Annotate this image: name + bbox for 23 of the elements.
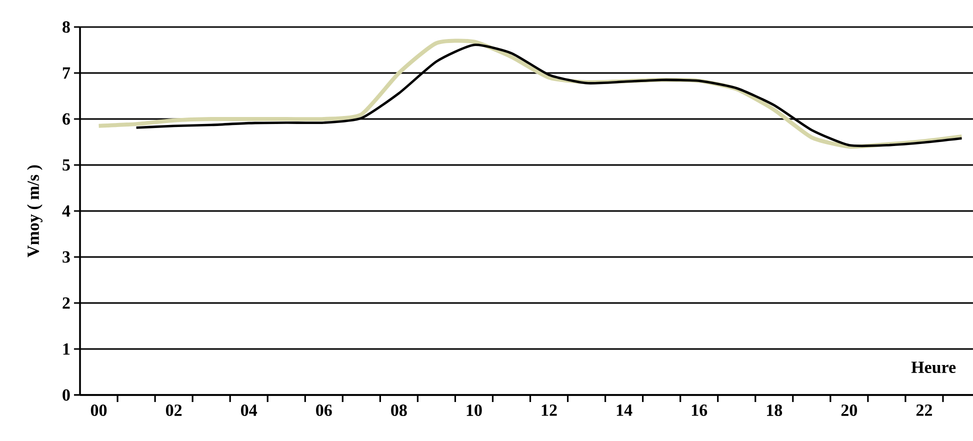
x-tick-label: 16: [692, 404, 708, 416]
x-tick-label: 00: [90, 404, 107, 416]
y-tick-label: 6: [62, 113, 70, 125]
x-tick-label: 08: [391, 404, 407, 416]
x-tick-label: 10: [466, 404, 482, 416]
x-tick-label: 06: [316, 404, 332, 416]
y-tick-label: 0: [62, 389, 70, 401]
x-tick-label: 20: [841, 404, 858, 416]
y-tick-label: 5: [62, 159, 70, 171]
x-tick-label: 02: [166, 404, 182, 416]
x-tick-label: 18: [767, 404, 782, 416]
x-tick-label: 12: [542, 404, 557, 416]
y-tick-label: 3: [62, 251, 70, 263]
y-tick-label: 8: [62, 21, 70, 33]
y-tick-label: 2: [62, 297, 70, 309]
y-tick-label: 4: [62, 205, 70, 217]
x-axis-title: Heure: [911, 362, 956, 374]
y-axis-title: Vmoy ( m/s ): [27, 165, 42, 258]
x-tick-label: 22: [916, 404, 932, 416]
x-tick-label: 04: [241, 404, 258, 416]
x-tick-label: 14: [616, 404, 632, 416]
y-tick-label: 7: [62, 67, 70, 79]
y-tick-label: 1: [63, 343, 70, 355]
